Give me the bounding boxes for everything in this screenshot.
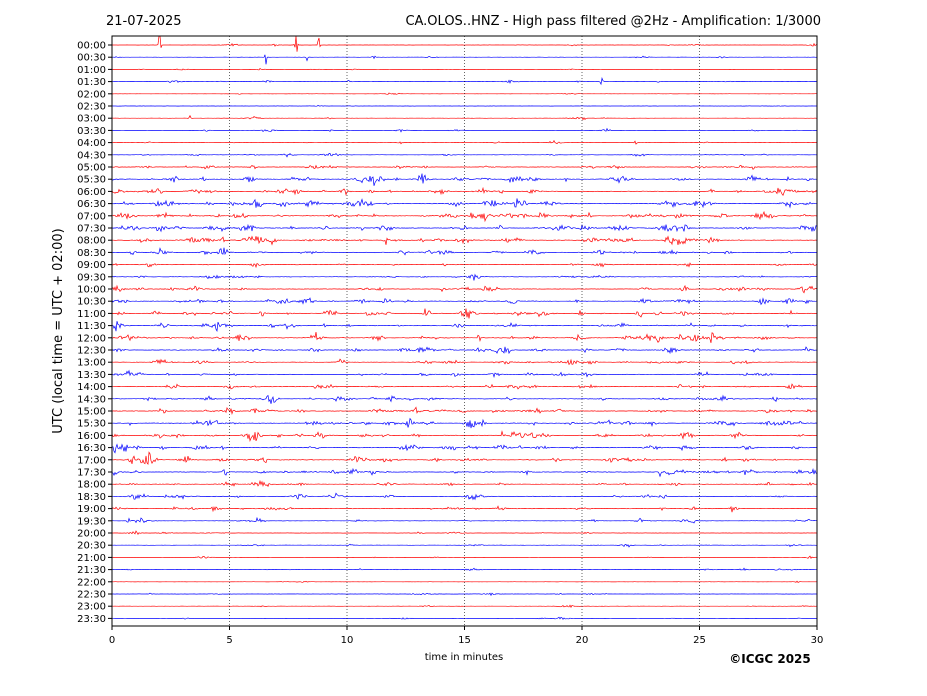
y-tick-label: 23:30 [77, 614, 106, 625]
trace-2000 [111, 530, 817, 535]
trace-0600 [111, 186, 818, 197]
y-tick-label: 01:30 [77, 77, 106, 88]
copyright-label: ©ICGC 2025 [729, 652, 811, 666]
trace-1100 [111, 308, 818, 319]
x-tick-label: 20 [576, 635, 589, 646]
trace-0030 [112, 54, 818, 65]
x-tick-label: 15 [458, 635, 471, 646]
y-tick-label: 14:00 [77, 382, 106, 393]
trace-0300 [111, 114, 818, 121]
trace-2130 [112, 567, 818, 571]
trace-0530 [111, 173, 818, 186]
y-tick-label: 01:00 [77, 65, 106, 76]
trace-0400 [111, 139, 818, 145]
y-tick-label: 08:00 [77, 236, 106, 247]
y-tick-label: 13:00 [77, 358, 106, 369]
trace-0630 [111, 198, 818, 209]
grid-lines [229, 36, 700, 626]
trace-1200 [111, 332, 818, 343]
trace-1430 [111, 394, 818, 404]
y-tick-label: 22:30 [77, 590, 106, 601]
y-axis-label: UTC (local time = UTC + 02:00) [51, 228, 66, 433]
trace-1500 [111, 406, 818, 415]
trace-0900 [111, 262, 818, 269]
trace-0830 [111, 247, 817, 256]
y-tick-label: 02:00 [77, 89, 106, 100]
y-tick-label: 02:30 [77, 102, 106, 113]
trace-1930 [111, 516, 817, 524]
y-tick-label: 06:30 [77, 199, 106, 210]
y-tick-label: 14:30 [77, 394, 106, 405]
y-tick-label: 07:30 [77, 224, 106, 235]
y-tick-label: 10:00 [77, 285, 106, 296]
y-tick-label: 23:00 [77, 602, 106, 613]
y-tick-label: 15:30 [77, 419, 106, 430]
y-tick-label: 09:30 [77, 272, 106, 283]
y-tick-label: 05:00 [77, 163, 106, 174]
y-tick-label: 21:00 [77, 553, 106, 564]
y-tick-label: 19:30 [77, 516, 106, 527]
y-tick-label: 08:30 [77, 248, 106, 259]
y-tick-label: 12:30 [77, 346, 106, 357]
y-tick-label: 06:00 [77, 187, 106, 198]
y-tick-label: 21:30 [77, 565, 106, 576]
y-tick-label: 13:30 [77, 370, 106, 381]
trace-2100 [111, 555, 818, 559]
date-label: 21-07-2025 [106, 14, 182, 29]
y-tick-label: 20:00 [77, 529, 106, 540]
trace-1830 [111, 492, 818, 501]
x-tick-label: 10 [341, 635, 354, 646]
y-tick-label: 18:00 [77, 480, 106, 491]
y-tick-label: 04:00 [77, 138, 106, 149]
y-tick-label: 22:00 [77, 577, 106, 588]
y-tick-label: 05:30 [77, 175, 106, 186]
y-tick-label: 18:30 [77, 492, 106, 503]
x-tick-label: 30 [811, 635, 824, 646]
trace-0730 [111, 223, 818, 233]
y-tick-label: 19:00 [77, 504, 106, 515]
trace-0000 [112, 35, 818, 52]
trace-2200 [112, 580, 817, 583]
y-tick-label: 20:30 [77, 541, 106, 552]
x-axis-label: time in minutes [425, 652, 504, 663]
x-tick-label: 25 [693, 635, 706, 646]
trace-1230 [111, 346, 818, 355]
trace-0330 [111, 127, 818, 133]
trace-1730 [111, 467, 818, 478]
y-tick-label: 07:00 [77, 211, 106, 222]
trace-2030 [112, 543, 817, 548]
trace-0500 [111, 164, 818, 170]
y-tick-label: 16:30 [77, 443, 106, 454]
y-tick-label: 04:30 [77, 150, 106, 161]
trace-1330 [111, 369, 818, 379]
trace-1900 [111, 505, 818, 513]
y-tick-label: 03:30 [77, 126, 106, 137]
x-tick-label: 0 [109, 635, 115, 646]
y-tick-label: 10:30 [77, 297, 106, 308]
trace-1130 [111, 321, 817, 332]
trace-1030 [111, 297, 818, 306]
trace-1300 [111, 358, 817, 366]
y-tick-label: 03:00 [77, 114, 106, 125]
y-tick-label: 09:00 [77, 260, 106, 271]
y-tick-label: 17:30 [77, 468, 106, 479]
x-axis: 0 5 10 15 20 25 30 [109, 626, 824, 646]
y-tick-label: 12:00 [77, 333, 106, 344]
y-tick-label: 11:30 [77, 321, 106, 332]
y-tick-label: 15:00 [77, 407, 106, 418]
y-tick-label: 16:00 [77, 431, 106, 442]
y-tick-label: 00:00 [77, 41, 106, 52]
trace-1800 [111, 479, 818, 488]
trace-1630 [111, 443, 818, 454]
trace-0430 [112, 152, 818, 158]
y-tick-label: 11:00 [77, 309, 106, 320]
y-tick-label: 17:00 [77, 455, 106, 466]
x-tick-label: 5 [226, 635, 232, 646]
chart-title: CA.OLOS..HNZ - High pass filtered @2Hz -… [405, 14, 821, 29]
y-tick-label: 00:30 [77, 53, 106, 64]
